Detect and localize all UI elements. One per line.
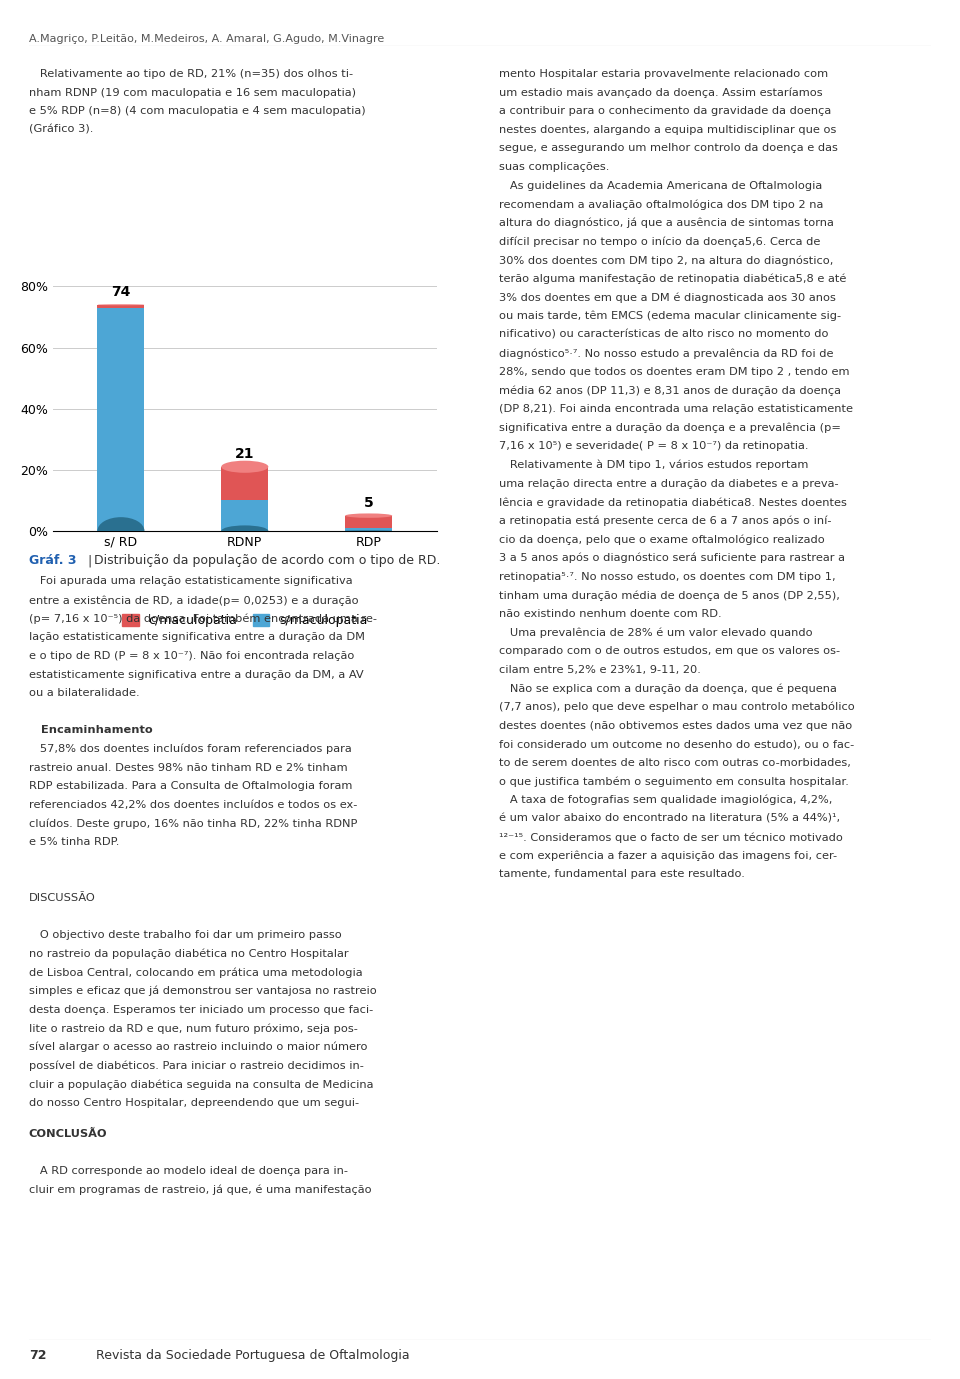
Text: (DP 8,21). Foi ainda encontrada uma relação estatisticamente: (DP 8,21). Foi ainda encontrada uma rela… (499, 404, 853, 414)
Text: do nosso Centro Hospitalar, depreendendo que um segui-: do nosso Centro Hospitalar, depreendendo… (29, 1098, 359, 1107)
Text: Revista da Sociedade Portuguesa de Oftalmologia: Revista da Sociedade Portuguesa de Oftal… (96, 1349, 410, 1361)
Text: sível alargar o acesso ao rastreio incluindo o maior número: sível alargar o acesso ao rastreio inclu… (29, 1043, 368, 1052)
Text: tinham uma duração média de doença de 5 anos (DP 2,55),: tinham uma duração média de doença de 5 … (499, 590, 840, 601)
Text: no rastreio da população diabética no Centro Hospitalar: no rastreio da população diabética no Ce… (29, 949, 348, 960)
Text: estatisticamente significativa entre a duração da DM, a AV: estatisticamente significativa entre a d… (29, 670, 364, 680)
Text: 72: 72 (29, 1349, 46, 1361)
Text: o que justifica também o seguimento em consulta hospitalar.: o que justifica também o seguimento em c… (499, 776, 849, 787)
Ellipse shape (221, 525, 269, 536)
Legend: c/maculopatia, s/maculopatia: c/maculopatia, s/maculopatia (117, 610, 372, 632)
Text: A RD corresponde ao modelo ideal de doença para in-: A RD corresponde ao modelo ideal de doen… (29, 1167, 348, 1176)
Text: A.Magriço, P.Leitão, M.Medeiros, A. Amaral, G.Agudo, M.Vinagre: A.Magriço, P.Leitão, M.Medeiros, A. Amar… (29, 34, 384, 44)
Text: entre a existência de RD, a idade(p= 0,0253) e a duração: entre a existência de RD, a idade(p= 0,0… (29, 596, 358, 605)
Bar (221, 466, 269, 501)
Text: DISCUSSÃO: DISCUSSÃO (29, 894, 96, 903)
Text: Não se explica com a duração da doença, que é pequena: Não se explica com a duração da doença, … (499, 684, 837, 694)
Text: ou a bilateralidade.: ou a bilateralidade. (29, 688, 139, 698)
Ellipse shape (221, 461, 269, 473)
Text: mento Hospitalar estaria provavelmente relacionado com: mento Hospitalar estaria provavelmente r… (499, 69, 828, 79)
Text: uma relação directa entre a duração da diabetes e a preva-: uma relação directa entre a duração da d… (499, 479, 839, 488)
Text: A taxa de fotografias sem qualidade imagiológica, 4,2%,: A taxa de fotografias sem qualidade imag… (499, 794, 832, 805)
Text: lação estatisticamente significativa entre a duração da DM: lação estatisticamente significativa ent… (29, 632, 365, 643)
Bar (221, 501, 269, 531)
Text: foi considerado um outcome no desenho do estudo), ou o fac-: foi considerado um outcome no desenho do… (499, 739, 854, 749)
Text: e 5% tinha RDP.: e 5% tinha RDP. (29, 837, 119, 847)
Text: segue, e assegurando um melhor controlo da doença e das: segue, e assegurando um melhor controlo … (499, 143, 838, 153)
Text: 30% dos doentes com DM tipo 2, na altura do diagnóstico,: 30% dos doentes com DM tipo 2, na altura… (499, 255, 833, 266)
Text: cluir em programas de rastreio, já que, é uma manifestação: cluir em programas de rastreio, já que, … (29, 1185, 372, 1196)
Text: simples e eficaz que já demonstrou ser vantajosa no rastreio: simples e eficaz que já demonstrou ser v… (29, 986, 376, 997)
Text: lite o rastreio da RD e que, num futuro próximo, seja pos-: lite o rastreio da RD e que, num futuro … (29, 1023, 358, 1034)
Text: to de serem doentes de alto risco com outras co-morbidades,: to de serem doentes de alto risco com ou… (499, 758, 852, 768)
Ellipse shape (97, 517, 144, 545)
Text: a contribuir para o conhecimento da gravidade da doença: a contribuir para o conhecimento da grav… (499, 106, 831, 116)
Text: suas complicações.: suas complicações. (499, 163, 610, 172)
Text: e 5% RDP (n=8) (4 com maculopatia e 4 sem maculopatia): e 5% RDP (n=8) (4 com maculopatia e 4 se… (29, 106, 366, 116)
Bar (346, 516, 393, 528)
Text: altura do diagnóstico, já que a ausência de sintomas torna: altura do diagnóstico, já que a ausência… (499, 218, 834, 229)
Text: e com experiência a fazer a aquisição das imagens foi, cer-: e com experiência a fazer a aquisição da… (499, 851, 837, 862)
Text: 3% dos doentes em que a DM é diagnosticada aos 30 anos: 3% dos doentes em que a DM é diagnostica… (499, 292, 836, 303)
Bar (346, 528, 393, 531)
Text: (Gráfico 3).: (Gráfico 3). (29, 125, 93, 135)
Text: 5: 5 (364, 495, 373, 509)
Text: comparado com o de outros estudos, em que os valores os-: comparado com o de outros estudos, em qu… (499, 645, 840, 656)
Text: e o tipo de RD (P = 8 x 10⁻⁷). Não foi encontrada relação: e o tipo de RD (P = 8 x 10⁻⁷). Não foi e… (29, 651, 354, 661)
Text: As guidelines da Academia Americana de Oftalmologia: As guidelines da Academia Americana de O… (499, 181, 823, 190)
Text: rastreio anual. Destes 98% não tinham RD e 2% tinham: rastreio anual. Destes 98% não tinham RD… (29, 763, 348, 772)
Text: 7,16 x 10⁵) e severidade( P = 8 x 10⁻⁷) da retinopatia.: 7,16 x 10⁵) e severidade( P = 8 x 10⁻⁷) … (499, 441, 808, 451)
Text: |: | (84, 554, 97, 567)
Text: destes doentes (não obtivemos estes dados uma vez que não: destes doentes (não obtivemos estes dado… (499, 720, 852, 731)
Text: cio da doença, pelo que o exame oftalmológico realizado: cio da doença, pelo que o exame oftalmol… (499, 535, 825, 545)
Text: ¹²⁻¹⁵. Consideramos que o facto de ser um técnico motivado: ¹²⁻¹⁵. Consideramos que o facto de ser u… (499, 833, 843, 843)
Text: referenciados 42,2% dos doentes incluídos e todos os ex-: referenciados 42,2% dos doentes incluído… (29, 800, 357, 809)
Text: de Lisboa Central, colocando em prática uma metodologia: de Lisboa Central, colocando em prática … (29, 968, 363, 978)
Text: O objectivo deste trabalho foi dar um primeiro passo: O objectivo deste trabalho foi dar um pr… (29, 931, 342, 940)
Text: nestes doentes, alargando a equipa multidisciplinar que os: nestes doentes, alargando a equipa multi… (499, 125, 836, 135)
Text: Relativamente à DM tipo 1, vários estudos reportam: Relativamente à DM tipo 1, vários estudo… (499, 461, 808, 470)
Text: difícil precisar no tempo o início da doença5,6. Cerca de: difícil precisar no tempo o início da do… (499, 236, 821, 247)
Text: retinopatia⁵·⁷. No nosso estudo, os doentes com DM tipo 1,: retinopatia⁵·⁷. No nosso estudo, os doen… (499, 572, 836, 582)
Bar (97, 308, 144, 531)
Text: não existindo nenhum doente com RD.: não existindo nenhum doente com RD. (499, 610, 722, 619)
Text: 28%, sendo que todos os doentes eram DM tipo 2 , tendo em: 28%, sendo que todos os doentes eram DM … (499, 367, 850, 376)
Text: significativa entre a duração da doença e a prevalência (p=: significativa entre a duração da doença … (499, 422, 841, 433)
Text: 74: 74 (111, 284, 131, 299)
Text: cluir a população diabética seguida na consulta de Medicina: cluir a população diabética seguida na c… (29, 1078, 373, 1089)
Text: diagnóstico⁵·⁷. No nosso estudo a prevalência da RD foi de: diagnóstico⁵·⁷. No nosso estudo a preval… (499, 348, 833, 359)
Text: cluídos. Deste grupo, 16% não tinha RD, 22% tinha RDNP: cluídos. Deste grupo, 16% não tinha RD, … (29, 819, 357, 829)
Text: (7,7 anos), pelo que deve espelhar o mau controlo metabólico: (7,7 anos), pelo que deve espelhar o mau… (499, 702, 855, 713)
Text: tamente, fundamental para este resultado.: tamente, fundamental para este resultado… (499, 870, 745, 880)
Text: nham RDNP (19 com maculopatia e 16 sem maculopatia): nham RDNP (19 com maculopatia e 16 sem m… (29, 87, 356, 98)
Text: 3 a 5 anos após o diagnóstico será suficiente para rastrear a: 3 a 5 anos após o diagnóstico será sufic… (499, 553, 845, 564)
Text: é um valor abaixo do encontrado na literatura (5% a 44%)¹,: é um valor abaixo do encontrado na liter… (499, 814, 840, 823)
Text: CONCLUSÃO: CONCLUSÃO (29, 1128, 108, 1139)
Text: 21: 21 (235, 447, 254, 461)
Text: (p= 7,16 x 10⁻⁵) da doença. Foi também encontrada uma re-: (p= 7,16 x 10⁻⁵) da doença. Foi também e… (29, 614, 376, 625)
Text: Distribuição da população de acordo com o tipo de RD.: Distribuição da população de acordo com … (94, 554, 441, 567)
Text: lência e gravidade da retinopatia diabética8. Nestes doentes: lência e gravidade da retinopatia diabét… (499, 496, 847, 507)
Text: RDP estabilizada. Para a Consulta de Oftalmologia foram: RDP estabilizada. Para a Consulta de Oft… (29, 781, 352, 792)
Text: nificativo) ou características de alto risco no momento do: nificativo) ou características de alto r… (499, 330, 828, 339)
Text: um estadio mais avançado da doença. Assim estaríamos: um estadio mais avançado da doença. Assi… (499, 87, 823, 98)
Text: terão alguma manifestação de retinopatia diabética5,8 e até: terão alguma manifestação de retinopatia… (499, 273, 847, 284)
Text: ou mais tarde, têm EMCS (edema macular clinicamente sig-: ou mais tarde, têm EMCS (edema macular c… (499, 312, 841, 321)
Text: a retinopatia está presente cerca de 6 a 7 anos após o iní-: a retinopatia está presente cerca de 6 a… (499, 516, 831, 527)
Text: cilam entre 5,2% e 23%1, 9-11, 20.: cilam entre 5,2% e 23%1, 9-11, 20. (499, 665, 701, 674)
Text: Encaminhamento: Encaminhamento (29, 725, 153, 735)
Text: Uma prevalência de 28% é um valor elevado quando: Uma prevalência de 28% é um valor elevad… (499, 627, 813, 638)
Text: média 62 anos (DP 11,3) e 8,31 anos de duração da doença: média 62 anos (DP 11,3) e 8,31 anos de d… (499, 386, 841, 396)
Ellipse shape (346, 513, 393, 519)
Text: Relativamente ao tipo de RD, 21% (n=35) dos olhos ti-: Relativamente ao tipo de RD, 21% (n=35) … (29, 69, 353, 79)
Text: possível de diabéticos. Para iniciar o rastreio decidimos in-: possível de diabéticos. Para iniciar o r… (29, 1060, 364, 1071)
Bar (97, 305, 144, 308)
Text: Foi apurada uma relação estatisticamente significativa: Foi apurada uma relação estatisticamente… (29, 576, 352, 586)
Text: recomendam a avaliação oftalmológica dos DM tipo 2 na: recomendam a avaliação oftalmológica dos… (499, 200, 824, 210)
Text: 57,8% dos doentes incluídos foram referenciados para: 57,8% dos doentes incluídos foram refere… (29, 745, 351, 754)
Text: desta doença. Esperamos ter iniciado um processo que faci-: desta doença. Esperamos ter iniciado um … (29, 1004, 373, 1015)
Text: Gráf. 3: Gráf. 3 (29, 554, 76, 567)
